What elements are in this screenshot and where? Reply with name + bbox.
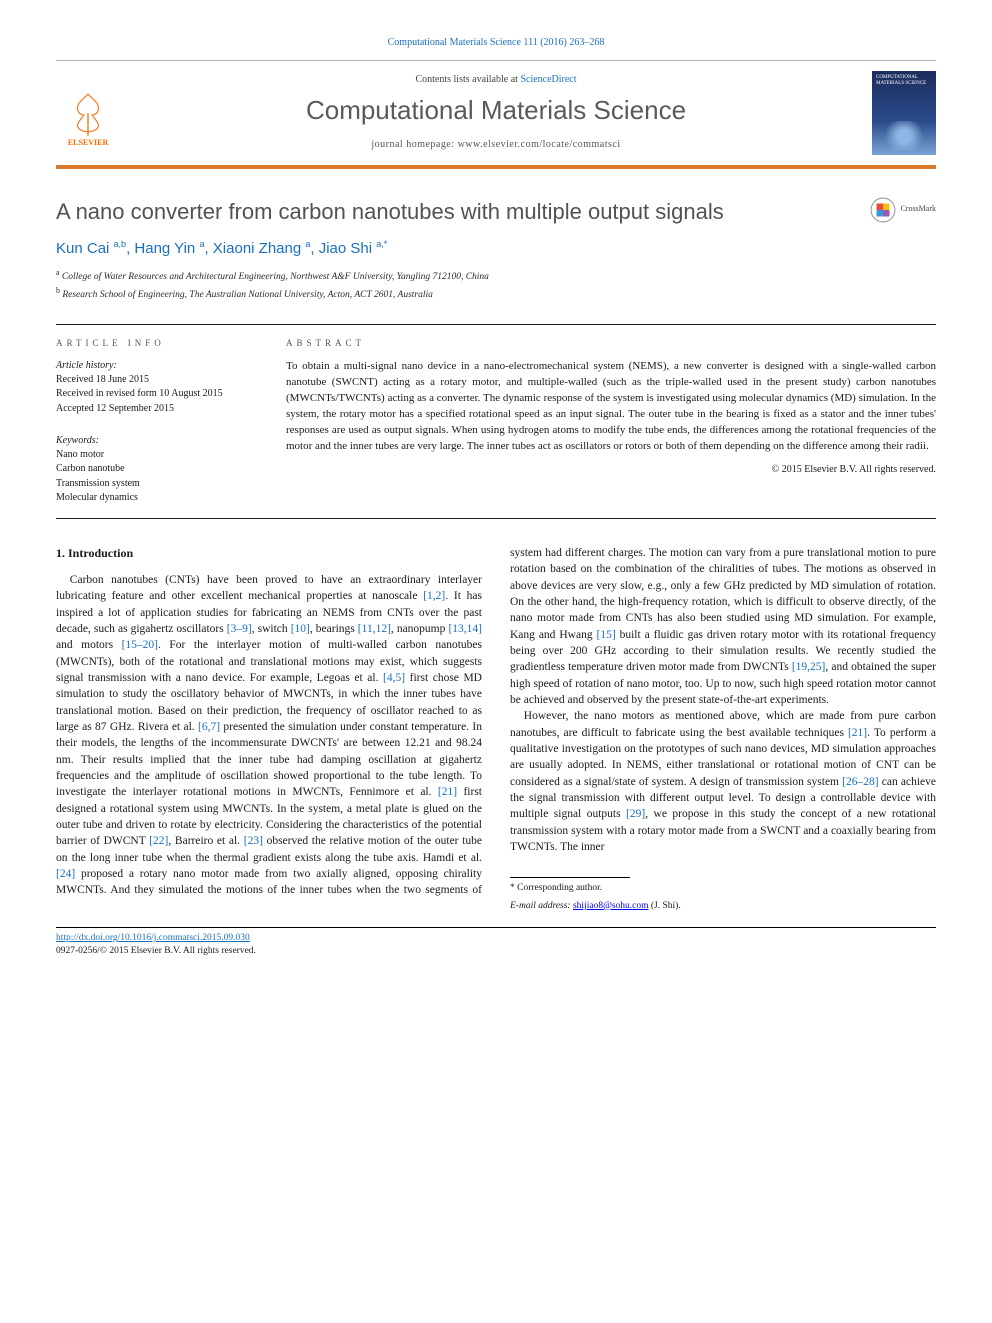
citation-link[interactable]: [4,5] [383,672,405,684]
journal-masthead: ELSEVIER Contents lists available at Sci… [56,60,936,169]
citation-link[interactable]: [11,12] [358,623,391,635]
doi-link[interactable]: http://dx.doi.org/10.1016/j.commatsci.20… [56,933,250,943]
citation-link[interactable]: [24] [56,868,75,880]
citation-link[interactable]: [1,2] [423,590,445,602]
article-title: A nano converter from carbon nanotubes w… [56,197,858,227]
page-footer: http://dx.doi.org/10.1016/j.commatsci.20… [56,927,936,958]
article-body: 1. Introduction Carbon nanotubes (CNTs) … [56,545,936,913]
citation-link[interactable]: [22] [149,835,168,847]
history-revised: Received in revised form 10 August 2015 [56,387,248,402]
publisher-name: ELSEVIER [68,138,108,149]
affiliations: a College of Water Resources and Archite… [56,267,936,302]
article-info-heading: ARTICLE INFO [56,337,248,349]
email-who: (J. Shi). [649,901,681,911]
email-link[interactable]: shijiao8@sohu.com [573,901,649,911]
citation-link[interactable]: [21] [438,786,457,798]
email-label: E-mail address: [510,901,573,911]
citation-link[interactable]: [19,25] [792,661,826,673]
author-list: Kun Cai a,b, Hang Yin a, Xiaoni Zhang a,… [56,238,936,259]
citation-link[interactable]: [15] [597,629,616,641]
citation-link[interactable]: [21] [848,727,867,739]
crossmark-label: CrossMark [900,204,936,215]
elsevier-tree-icon [67,92,109,138]
citation-link[interactable]: [10] [291,623,310,635]
citation-link[interactable]: [3–9] [227,623,252,635]
keyword: Carbon nanotube [56,462,248,477]
contents-list-line: Contents lists available at ScienceDirec… [138,73,854,87]
crossmark-icon [870,197,896,223]
keywords-label: Keywords: [56,434,248,448]
keyword: Transmission system [56,477,248,492]
keyword: Nano motor [56,448,248,463]
issn-copyright: 0927-0256/© 2015 Elsevier B.V. All right… [56,946,256,956]
sciencedirect-link[interactable]: ScienceDirect [520,74,576,85]
contents-prefix: Contents lists available at [415,74,520,85]
top-citation: Computational Materials Science 111 (201… [56,36,936,50]
body-paragraph: However, the nano motors as mentioned ab… [510,708,936,855]
affiliation-b: b Research School of Engineering, The Au… [56,285,936,302]
section-heading-intro: 1. Introduction [56,545,482,562]
journal-cover-thumbnail: COMPUTATIONAL MATERIALS SCIENCE [872,71,936,155]
elsevier-logo: ELSEVIER [56,77,120,149]
history-label: Article history: [56,359,248,373]
footnote-separator [510,877,630,878]
citation-link[interactable]: [26–28] [842,776,878,788]
journal-name: Computational Materials Science [138,93,854,128]
citation-link[interactable]: [23] [244,835,263,847]
corresponding-email: E-mail address: shijiao8@sohu.com (J. Sh… [510,900,936,913]
citation-link[interactable]: [15–20] [122,639,158,651]
citation-link[interactable]: [6,7] [198,721,220,733]
affiliation-a: a College of Water Resources and Archite… [56,267,936,284]
keyword: Molecular dynamics [56,491,248,506]
abstract-heading: ABSTRACT [286,337,936,349]
crossmark-badge[interactable]: CrossMark [870,197,936,223]
history-received: Received 18 June 2015 [56,373,248,388]
history-accepted: Accepted 12 September 2015 [56,402,248,417]
cover-title: COMPUTATIONAL MATERIALS SCIENCE [876,75,932,89]
abstract-copyright: © 2015 Elsevier B.V. All rights reserved… [286,463,936,477]
abstract-text: To obtain a multi-signal nano device in … [286,359,936,455]
corresponding-author-note: * Corresponding author. [510,882,936,895]
article-info-block: ARTICLE INFO Article history: Received 1… [56,324,936,519]
journal-homepage: journal homepage: www.elsevier.com/locat… [138,138,854,152]
citation-link[interactable]: [13,14] [448,623,482,635]
citation-link[interactable]: [29] [626,808,645,820]
